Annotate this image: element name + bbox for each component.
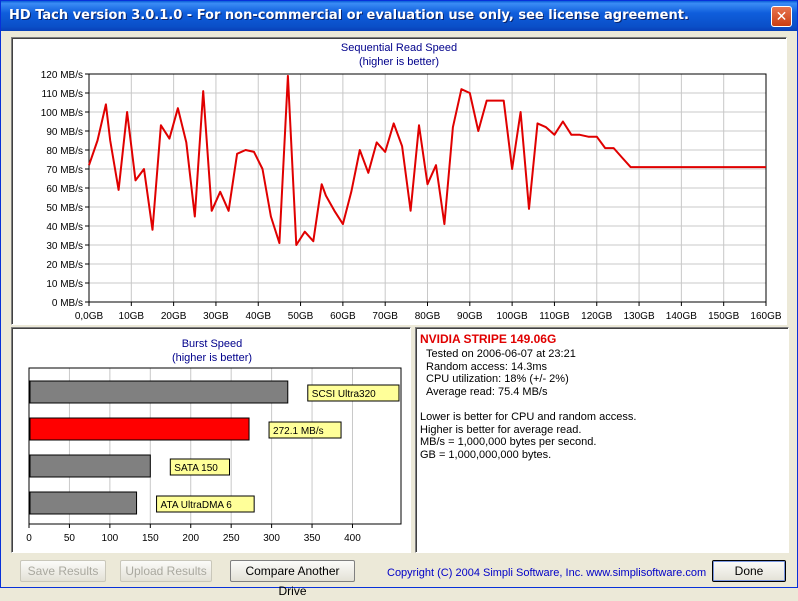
copyright-link[interactable]: Copyright (C) 2004 Simpli Software, Inc.… [387, 567, 707, 579]
burst-bar [29, 454, 151, 478]
note-mbs: MB/s = 1,000,000 bytes per second. [420, 436, 597, 448]
seq-y-tick-label: 100 MB/s [41, 108, 83, 119]
burst-x-tick-label: 350 [304, 533, 321, 544]
random-access: Random access: 14.3ms [426, 360, 548, 373]
seq-y-tick-label: 110 MB/s [42, 89, 84, 100]
burst-chart-subtitle: (higher is better) [171, 352, 253, 364]
seq-plot-border [88, 73, 767, 303]
drive-name: NVIDIA STRIPE 149.06G [420, 332, 557, 346]
burst-speed-chart: 0 50 100 150 200 250 300 350 400 SCSI Ultra320 272… [26, 367, 402, 544]
seq-x-tick-label: 0,0GB [75, 311, 104, 322]
seq-x-tick-label: 10GB [119, 311, 145, 322]
seq-y-tick-label: 90 MB/s [46, 127, 83, 138]
burst-bar-label-box [268, 421, 342, 439]
seq-y-tick-label: 50 MB/s [46, 203, 83, 214]
close-icon[interactable]: ✕ [771, 6, 792, 27]
save-results-button[interactable]: Save Results [20, 560, 106, 582]
seq-x-tick-label: 130GB [623, 311, 654, 322]
burst-x-tick-label: 0 [26, 533, 32, 544]
burst-x-tick-label: 300 [263, 533, 280, 544]
burst-bar-label-box [307, 384, 400, 402]
seq-x-tick-label: 140GB [666, 311, 697, 322]
tested-on: Tested on 2006-06-07 at 23:21 [426, 348, 576, 360]
burst-x-tick-label: 50 [64, 533, 76, 544]
seq-x-tick-label: 60GB [330, 311, 356, 322]
done-button[interactable]: Done [712, 560, 786, 582]
upload-results-button[interactable]: Upload Results [120, 560, 212, 582]
burst-plot-border [28, 367, 402, 525]
sequential-read-chart: 0 MB/s 10 MB/s 20 MB/s 30 MB/s 40 MB/s 50 MB/… [41, 70, 782, 322]
note-lower: Lower is better for CPU and random acces… [420, 411, 637, 423]
seq-x-tick-label: 100GB [497, 311, 528, 322]
seq-x-tick-label: 120GB [581, 311, 612, 322]
burst-x-tick-label: 150 [142, 533, 159, 544]
seq-x-tick-label: 30GB [203, 311, 229, 322]
seq-x-tick-label: 50GB [288, 311, 314, 322]
burst-bar-label: SCSI Ultra320 [312, 389, 376, 400]
seq-chart-subtitle: (higher is better) [358, 56, 440, 68]
burst-x-tick-label: 400 [344, 533, 361, 544]
title-bar[interactable]: HD Tach version 3.0.1.0 - For non-commer… [1, 1, 797, 31]
burst-bar-label: 272.1 MB/s [273, 426, 324, 437]
burst-bar-label-box [156, 495, 255, 513]
cpu-utilization: CPU utilization: 18% (+/- 2%) [426, 373, 569, 385]
compare-another-drive-button[interactable]: Compare Another Drive [230, 560, 355, 598]
seq-y-tick-label: 60 MB/s [46, 184, 83, 195]
burst-bar-label: SATA 150 [174, 463, 218, 474]
burst-x-tick-label: 250 [223, 533, 240, 544]
burst-bar [29, 380, 289, 404]
seq-x-tick-label: 80GB [415, 311, 441, 322]
seq-y-tick-label: 10 MB/s [46, 279, 83, 290]
note-gb: GB = 1,000,000,000 bytes. [420, 448, 552, 461]
seq-y-tick-label: 70 MB/s [46, 165, 83, 176]
burst-chart-title: Burst Speed [181, 338, 243, 350]
burst-bar-label-box [169, 458, 231, 476]
seq-chart-title: Sequential Read Speed [340, 42, 458, 54]
seq-x-tick-label: 110GB [539, 311, 570, 322]
burst-bar [29, 491, 138, 515]
seq-y-tick-label: 30 MB/s [46, 241, 83, 252]
burst-bar [29, 417, 250, 441]
note-higher: Higher is better for average read. [420, 423, 582, 436]
seq-y-tick-label: 20 MB/s [46, 260, 83, 271]
seq-y-tick-label: 120 MB/s [41, 70, 83, 81]
window-title: HD Tach version 3.0.1.0 - For non-commer… [9, 8, 689, 23]
burst-x-tick-label: 100 [102, 533, 119, 544]
seq-x-tick-label: 160GB [750, 311, 781, 322]
burst-bar-label: ATA UltraDMA 6 [161, 500, 233, 511]
seq-y-tick-label: 80 MB/s [46, 146, 83, 157]
seq-y-tick-label: 40 MB/s [46, 222, 83, 233]
seq-read-line [88, 74, 766, 246]
seq-x-tick-label: 70GB [372, 311, 398, 322]
burst-x-tick-label: 200 [182, 533, 199, 544]
results-info: NVIDIA STRIPE 149.06G Tested on 2006-06-… [420, 332, 637, 461]
seq-x-tick-label: 150GB [708, 311, 739, 322]
seq-x-tick-label: 40GB [245, 311, 271, 322]
seq-y-tick-label: 0 MB/s [52, 298, 83, 309]
seq-x-tick-label: 90GB [457, 311, 483, 322]
average-read: Average read: 75.4 MB/s [426, 385, 548, 398]
seq-x-tick-label: 20GB [161, 311, 187, 322]
